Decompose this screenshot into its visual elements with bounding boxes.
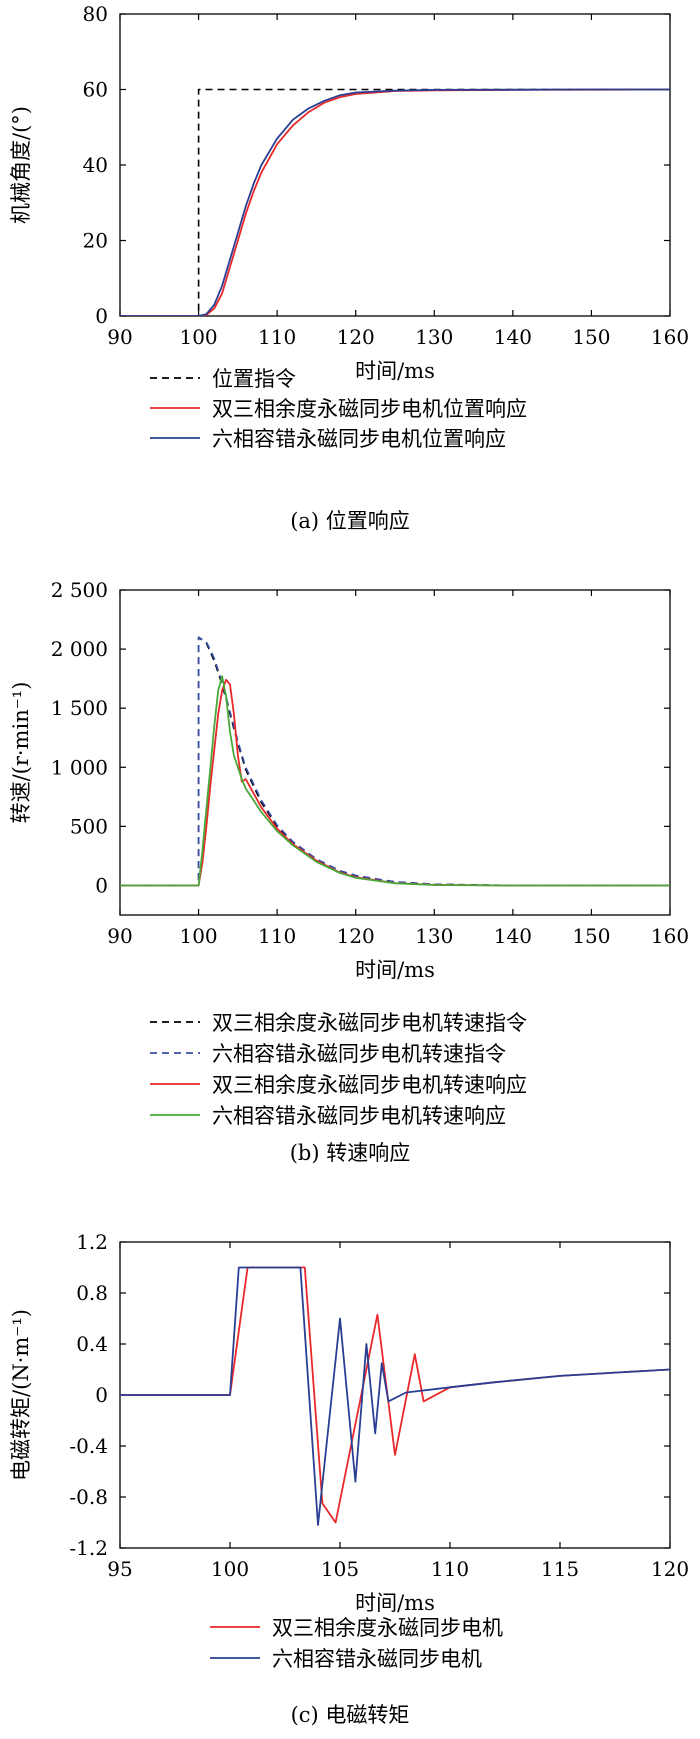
x-tick-label: 110 — [431, 1557, 469, 1581]
legend-label: 位置指令 — [212, 367, 296, 391]
series-line-2 — [120, 88, 670, 316]
x-axis-label: 时间/ms — [355, 359, 435, 383]
y-tick-label: 500 — [70, 814, 108, 838]
series-group — [120, 88, 670, 316]
y-tick-label: 0 — [95, 873, 108, 897]
x-tick-label: 120 — [337, 325, 375, 349]
series-group — [120, 1266, 670, 1526]
y-tick-label: 1 500 — [51, 696, 108, 720]
legend-label: 双三相余度永磁同步电机 — [272, 1616, 503, 1640]
legend-label: 六相容错永磁同步电机位置响应 — [212, 427, 506, 451]
y-tick-label: 0 — [95, 1383, 108, 1407]
series-group — [120, 636, 670, 887]
y-tick-label: -0.4 — [69, 1434, 108, 1458]
y-tick-label: 20 — [83, 229, 108, 253]
plot-frame — [119, 13, 671, 317]
y-tick-label: 0.4 — [76, 1332, 108, 1356]
x-tick-label: 90 — [107, 924, 132, 948]
y-tick-label: 1.2 — [76, 1230, 108, 1254]
x-tick-label: 105 — [321, 1557, 359, 1581]
y-tick-label: 80 — [83, 2, 108, 26]
legend-label: 六相容错永磁同步电机转速响应 — [212, 1104, 506, 1128]
y-tick-label: 2 500 — [51, 578, 108, 602]
legend-label: 双三相余度永磁同步电机转速响应 — [212, 1073, 527, 1097]
x-tick-label: 100 — [179, 924, 217, 948]
x-tick-label: 120 — [337, 924, 375, 948]
legend-label: 六相容错永磁同步电机转速指令 — [212, 1042, 506, 1066]
chart-3: 95 100 105 110 115 120 -1.2 -0.8 -0.4 0 0.4 0.8 1.2 时… — [9, 1230, 689, 1727]
x-tick-label: 150 — [572, 924, 610, 948]
y-tick-label: 0.8 — [76, 1281, 108, 1305]
x-tick-label: 160 — [651, 924, 689, 948]
x-tick-label: 100 — [179, 325, 217, 349]
x-tick-label: 90 — [107, 325, 132, 349]
x-tick-label: 95 — [107, 1557, 132, 1581]
legend-label: 双三相余度永磁同步电机位置响应 — [212, 397, 527, 421]
x-tick-label: 110 — [258, 924, 296, 948]
series-line-3 — [120, 88, 670, 316]
x-tick-label: 120 — [651, 1557, 689, 1581]
chart-caption: (b) 转速响应 — [290, 1141, 411, 1165]
x-tick-label: 140 — [494, 325, 532, 349]
y-tick-label: 0 — [95, 304, 108, 328]
x-axis-label: 时间/ms — [355, 1591, 435, 1615]
y-tick-label: 1 000 — [51, 755, 108, 779]
y-axis-label: 电磁转矩/(N·m⁻¹) — [9, 1309, 33, 1481]
chart-caption: (c) 电磁转矩 — [291, 1703, 410, 1727]
legend-label: 双三相余度永磁同步电机转速指令 — [212, 1011, 527, 1035]
series-line-4 — [120, 675, 670, 887]
series-line-1 — [120, 88, 670, 316]
x-tick-label: 150 — [572, 325, 610, 349]
x-tick-label: 140 — [494, 924, 532, 948]
y-axis-label: 机械角度/(°) — [9, 106, 33, 224]
x-tick-label: 115 — [541, 1557, 579, 1581]
chart-2: 90 100 110 120 130 140 150 160 0 500 1 000 1 500 2 0… — [9, 578, 689, 1165]
x-tick-label: 130 — [415, 325, 453, 349]
y-tick-label: -0.8 — [69, 1485, 108, 1509]
x-tick-label: 130 — [415, 924, 453, 948]
chart-caption: (a) 位置响应 — [290, 509, 410, 533]
y-tick-label: 40 — [83, 153, 108, 177]
x-tick-label: 160 — [651, 325, 689, 349]
legend-label: 六相容错永磁同步电机 — [272, 1647, 482, 1671]
plot-frame — [119, 589, 671, 916]
x-tick-label: 110 — [258, 325, 296, 349]
y-tick-label: 2 000 — [51, 637, 108, 661]
y-axis-label: 转速/(r·min⁻¹) — [9, 682, 33, 824]
x-tick-label: 100 — [211, 1557, 249, 1581]
x-axis-label: 时间/ms — [355, 958, 435, 982]
y-tick-label: 60 — [83, 78, 108, 102]
chart-1: 90 100 110 120 130 140 150 160 0 20 40 60 80 时间/ms 机械角… — [9, 2, 689, 533]
y-tick-label: -1.2 — [69, 1536, 108, 1560]
series-line-2 — [120, 1266, 670, 1526]
